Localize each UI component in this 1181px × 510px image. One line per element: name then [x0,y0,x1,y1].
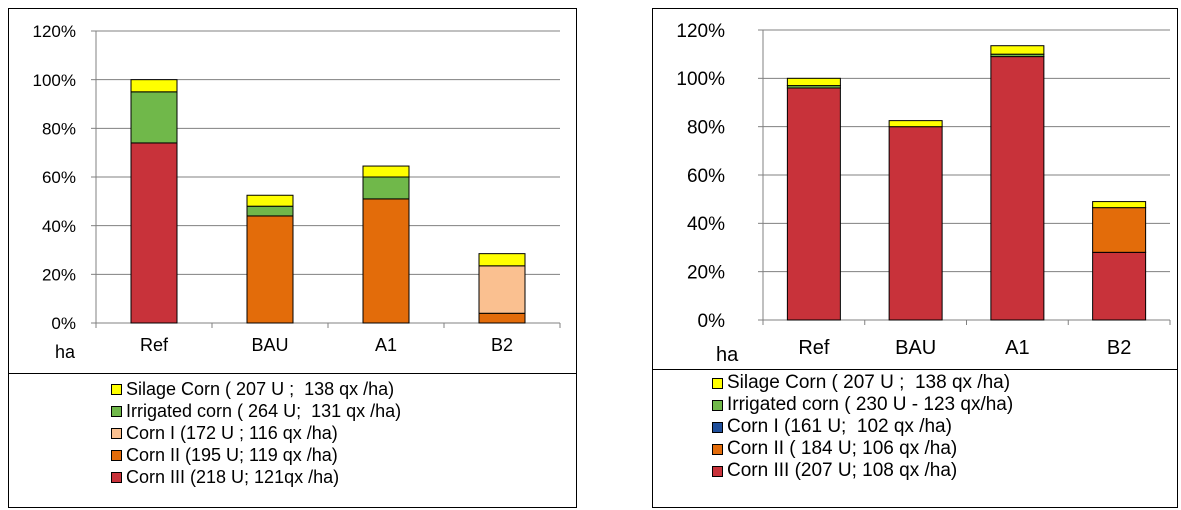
left-y-tick-label: 100% [33,71,76,90]
right-category-label: B2 [1107,337,1131,359]
left-y-tick-label: 60% [42,168,76,187]
left-legend-label: Silage Corn ( 207 U ; 138 qx /ha) [126,379,395,399]
right-legend-label: Corn I (161 U; 102 qx /ha) [727,416,952,437]
right-legend-label: Corn III (207 U; 108 qx /ha) [727,460,958,481]
right-category-label: BAU [895,337,936,359]
right-bar-b2-segment [1092,251,1147,321]
left-bar-a1-segment [362,165,410,178]
right-plot-frame [652,8,1178,370]
left-y-tick-label: 20% [42,265,76,284]
left-bar-bau-segment [246,205,294,217]
left-category-label: Ref [140,335,169,355]
left-bar-bau-segment [246,215,294,324]
right-legend-swatch [712,377,723,389]
left-y-tick-label: 120% [33,22,76,41]
left-legend-label: Irrigated corn ( 264 U; 131 qx /ha) [126,401,402,421]
left-legend-item: Silage Corn ( 207 U ; 138 qx /ha) [111,378,401,400]
right-y-tick-label: 60% [687,166,725,187]
right-y-tick-label: 80% [687,118,725,139]
right-bar-bau-segment [888,126,943,321]
left-category-label: A1 [375,335,397,355]
left-bar-chart: 0% 20% 40% 60% 80% 100% 120% Ref BAU A1 B2 ha [33,22,561,362]
right-category-label: Ref [798,337,830,359]
right-legend-frame [652,370,1178,508]
right-y-tick-label: 20% [687,263,725,284]
left-bar-a1-segment [362,176,410,200]
right-bar-ref-segment [786,87,841,321]
right-legend-label: Silage Corn ( 207 U ; 138 qx /ha) [727,372,1011,393]
right-legend-item: Silage Corn ( 207 U ; 138 qx /ha) [712,372,1013,394]
left-legend-swatch [111,383,122,395]
right-y-tick-label: 40% [687,214,725,235]
left-bar-b2-segment [478,265,526,314]
left-bar-ref-segment [130,91,178,144]
right-y-tick-label: 120% [676,21,725,42]
right-legend-swatch [712,443,723,455]
left-legend-swatch [111,471,122,483]
right-bar-ref-segment [786,77,841,87]
right-legend-label: Corn II ( 184 U; 106 qx /ha) [727,438,958,459]
left-legend-label: Corn II (195 U; 119 qx /ha) [126,445,338,465]
right-legend-item: Corn I (161 U; 102 qx /ha) [712,416,1013,438]
left-legend-frame [8,374,577,508]
right-bar-bau-segment [888,120,943,128]
left-y-tick-label: 80% [42,119,76,138]
left-category-label: B2 [491,335,513,355]
right-y-tick-label: 0% [698,311,726,332]
left-legend-swatch [111,449,122,461]
right-bar-b2-segment [1092,207,1147,253]
right-legend-item: Irrigated corn ( 230 U - 123 qx/ha) [712,394,1013,416]
left-legend-item: Corn II (195 U; 119 qx /ha) [111,444,401,466]
left-chart-panel: 0% 20% 40% 60% 80% 100% 120% Ref BAU A1 B2 ha Silag… [8,8,577,508]
right-legend-label: Irrigated corn ( 230 U - 123 qx/ha) [727,394,1014,415]
right-bar-a1-segment [990,45,1045,55]
left-bar-ref-segment [130,79,178,93]
left-legend-item: Irrigated corn ( 264 U; 131 qx /ha) [111,400,401,422]
right-legend-item: Corn III (207 U; 108 qx /ha) [712,460,1013,482]
right-legend-swatch [712,421,723,433]
left-bar-b2-segment [478,253,526,267]
left-y-tick-label: 40% [42,217,76,236]
right-category-label: A1 [1005,337,1029,359]
left-bar-ref-segment [130,142,178,324]
left-legend: Silage Corn ( 207 U ; 138 qx /ha) Irrigat… [111,378,401,488]
right-bar-a1-segment [990,56,1045,321]
left-legend-label: Corn III (218 U; 121qx /ha) [126,467,340,487]
left-legend-swatch [111,405,122,417]
left-category-label: BAU [251,335,288,355]
left-unit-label: ha [55,342,76,362]
left-plot-frame [8,8,577,374]
right-y-tick-label: 100% [676,69,725,90]
right-bar-chart: 0% 20% 40% 60% 80% 100% 120% Ref BAU A1 B2 ha [676,21,1171,366]
right-chart-panel: 0% 20% 40% 60% 80% 100% 120% Ref BAU A1 B2 ha Silag… [652,8,1178,508]
right-legend-swatch [712,399,723,411]
left-bar-b2-segment [478,312,526,324]
right-unit-label: ha [716,344,739,366]
left-y-tick-label: 0% [51,314,76,333]
right-legend: Silage Corn ( 207 U ; 138 qx /ha) Irrigat… [712,372,1013,482]
right-legend-swatch [712,465,723,477]
right-legend-item: Corn II ( 184 U; 106 qx /ha) [712,438,1013,460]
left-bar-a1-segment [362,198,410,324]
left-legend-item: Corn I (172 U ; 116 qx /ha) [111,422,401,444]
left-bar-bau-segment [246,194,294,207]
left-legend-label: Corn I (172 U ; 116 qx /ha) [126,423,338,443]
left-legend-item: Corn III (218 U; 121qx /ha) [111,466,401,488]
right-bar-b2-segment [1092,201,1147,209]
left-legend-swatch [111,427,122,439]
